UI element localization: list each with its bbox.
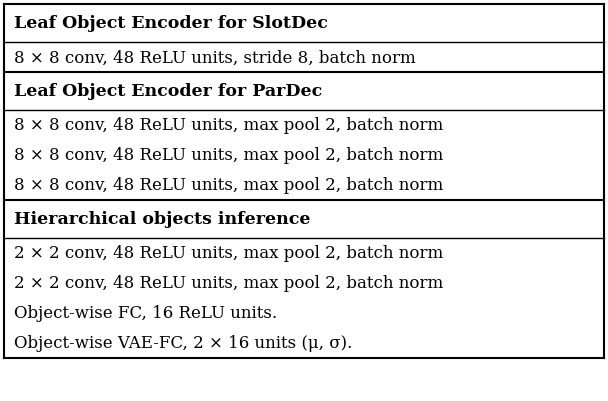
Text: Object-wise FC, 16 ReLU units.: Object-wise FC, 16 ReLU units. xyxy=(14,305,277,322)
Text: 2 × 2 conv, 48 ReLU units, max pool 2, batch norm: 2 × 2 conv, 48 ReLU units, max pool 2, b… xyxy=(14,245,443,262)
Text: Leaf Object Encoder for ParDec: Leaf Object Encoder for ParDec xyxy=(14,83,322,100)
Text: 8 × 8 conv, 48 ReLU units, stride 8, batch norm: 8 × 8 conv, 48 ReLU units, stride 8, bat… xyxy=(14,49,416,66)
Text: 8 × 8 conv, 48 ReLU units, max pool 2, batch norm: 8 × 8 conv, 48 ReLU units, max pool 2, b… xyxy=(14,147,443,164)
Text: 8 × 8 conv, 48 ReLU units, max pool 2, batch norm: 8 × 8 conv, 48 ReLU units, max pool 2, b… xyxy=(14,177,443,194)
Text: Hierarchical objects inference: Hierarchical objects inference xyxy=(14,211,311,228)
Text: Object-wise VAE-FC, 2 × 16 units (μ, σ).: Object-wise VAE-FC, 2 × 16 units (μ, σ). xyxy=(14,335,353,352)
Text: Leaf Object Encoder for SlotDec: Leaf Object Encoder for SlotDec xyxy=(14,16,328,32)
Text: 8 × 8 conv, 48 ReLU units, max pool 2, batch norm: 8 × 8 conv, 48 ReLU units, max pool 2, b… xyxy=(14,117,443,134)
Text: 2 × 2 conv, 48 ReLU units, max pool 2, batch norm: 2 × 2 conv, 48 ReLU units, max pool 2, b… xyxy=(14,275,443,292)
